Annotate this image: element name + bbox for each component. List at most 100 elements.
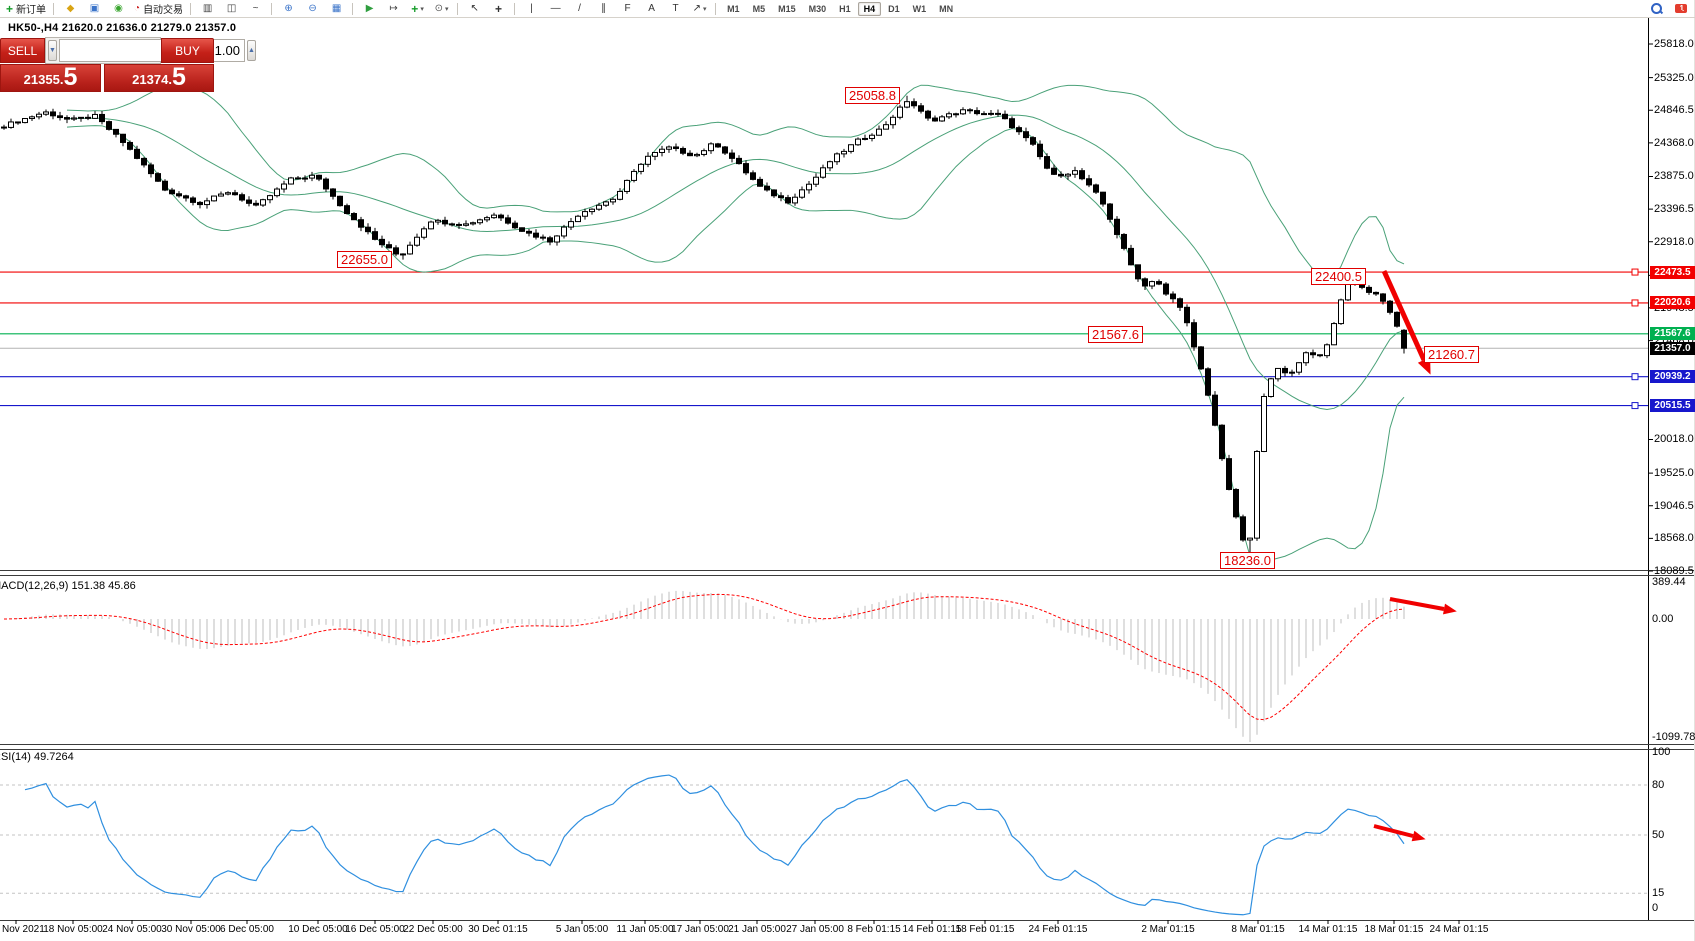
horizontal-level-lines[interactable] bbox=[0, 268, 1648, 410]
timeframe-m1[interactable]: M1 bbox=[727, 3, 740, 14]
rsi-scale-50: 50 bbox=[1652, 828, 1665, 841]
buy-price-pip: 5 bbox=[171, 63, 186, 91]
buy-price[interactable]: 21374. 5 bbox=[104, 64, 214, 92]
search-icon[interactable] bbox=[1645, 0, 1668, 17]
indicators-button[interactable]: + ▾ bbox=[406, 0, 429, 17]
x-axis-label: 5 Jan 05:00 bbox=[555, 924, 609, 935]
toolbar-separator bbox=[271, 2, 274, 15]
arrows-button[interactable]: ↗ ▾ bbox=[688, 0, 711, 17]
styler-button[interactable]: ◆ bbox=[59, 0, 82, 17]
toolbar-separator bbox=[190, 2, 193, 15]
fibonacci-button[interactable]: F bbox=[616, 0, 639, 17]
timeframe-w1[interactable]: W1 bbox=[912, 3, 927, 14]
x-axis-label: 24 Mar 01:15 bbox=[1429, 924, 1489, 935]
x-axis-label: 21 Jan 05:00 bbox=[728, 924, 786, 935]
trend-arrow-shaft bbox=[1389, 597, 1445, 611]
candlestick-chart-button[interactable]: ◫ bbox=[220, 0, 243, 17]
text-label-button[interactable]: T bbox=[664, 0, 687, 17]
line-chart-icon: ~ bbox=[252, 2, 259, 14]
bar-chart-icon: ▥ bbox=[202, 2, 213, 14]
toolbar-separator bbox=[53, 2, 56, 15]
sell-price[interactable]: 21355. 5 bbox=[0, 64, 101, 92]
sell-button[interactable]: SELL bbox=[0, 38, 45, 63]
text-button[interactable]: A bbox=[640, 0, 663, 17]
zoom-out-button[interactable]: ⊖ bbox=[301, 0, 324, 17]
line-chart-button[interactable]: ~ bbox=[244, 0, 267, 17]
timeframe-m30[interactable]: M30 bbox=[808, 3, 827, 14]
price-annotation-25058.8[interactable]: 25058.8 bbox=[845, 87, 900, 104]
cursor-button[interactable]: ↖ bbox=[463, 0, 486, 17]
toolbar-separator bbox=[514, 2, 517, 15]
x-axis-label: 30 Dec 01:15 bbox=[468, 924, 528, 935]
vertical-line-icon: | bbox=[530, 2, 533, 14]
timeframe-h1[interactable]: H1 bbox=[839, 3, 851, 14]
indicators-icon: + bbox=[411, 1, 419, 16]
price-annotation-22400.5[interactable]: 22400.5 bbox=[1311, 268, 1366, 285]
volume-decrease-button[interactable]: ▼ bbox=[48, 40, 57, 61]
x-axis-label: 30 Nov 05:00 bbox=[161, 924, 221, 935]
rsi-scale-15: 15 bbox=[1652, 887, 1665, 900]
x-axis-label: 6 Dec 05:00 bbox=[220, 924, 274, 935]
price-axis-tick: 23875.0 bbox=[1654, 170, 1694, 183]
bar-chart-button[interactable]: ▥ bbox=[196, 0, 219, 17]
tile-windows-button[interactable]: ▦ bbox=[325, 0, 348, 17]
macd-scale-zero: 0.00 bbox=[1652, 613, 1674, 625]
macd-histogram bbox=[10, 590, 1405, 742]
volume-increase-button[interactable]: ▲ bbox=[246, 40, 256, 61]
auto-scroll-button[interactable]: ▶ bbox=[358, 0, 381, 17]
new-order-button[interactable]: + 新订单 bbox=[3, 0, 49, 17]
price-axis-tick: 20018.0 bbox=[1654, 433, 1694, 446]
channel-icon: ∥ bbox=[601, 2, 607, 14]
trendline-icon: / bbox=[578, 2, 581, 14]
line-handle bbox=[1631, 402, 1639, 410]
autotrading-button[interactable]: ◔ 自动交易 bbox=[131, 0, 186, 17]
x-axis-label: 11 Jan 05:00 bbox=[616, 924, 674, 935]
bollinger-lower-band bbox=[66, 125, 1405, 563]
macd-signal-line bbox=[3, 593, 1405, 721]
chevron-down-icon: ▾ bbox=[445, 5, 449, 13]
x-axis-label: 14 Mar 01:15 bbox=[1298, 924, 1358, 935]
arrows-icon: ↗ bbox=[692, 2, 701, 14]
x-axis-label: Nov 2021 bbox=[2, 924, 45, 935]
timeframe-m15[interactable]: M15 bbox=[778, 3, 796, 14]
buy-button[interactable]: BUY bbox=[161, 38, 214, 63]
toolbar-separator bbox=[457, 2, 460, 15]
notifications-icon[interactable]: 1 bbox=[1669, 0, 1692, 17]
crosshair-button[interactable]: + bbox=[487, 0, 510, 17]
bollinger-middle-band bbox=[66, 114, 1405, 411]
line-handle bbox=[1631, 268, 1639, 276]
chart-shift-button[interactable]: ↦ bbox=[382, 0, 405, 17]
periods-button[interactable]: ⊙ ▾ bbox=[430, 0, 453, 17]
timeframe-m5[interactable]: M5 bbox=[752, 3, 766, 14]
price-axis-tick: 22918.0 bbox=[1654, 235, 1694, 248]
price-line-label-22473.5: 22473.5 bbox=[1650, 265, 1695, 279]
signals-button[interactable]: ◉ bbox=[107, 0, 130, 17]
timeframe-mn[interactable]: MN bbox=[939, 3, 954, 14]
price-line-label-20939.2: 20939.2 bbox=[1650, 370, 1695, 384]
market-watch-button[interactable]: ▣ bbox=[83, 0, 106, 17]
price-axis-tick: 24846.5 bbox=[1654, 104, 1694, 117]
zoom-in-button[interactable]: ⊕ bbox=[277, 0, 300, 17]
one-click-trading-panel: SELL ▼ ▲ BUY 21355.5 21374.5 bbox=[0, 37, 256, 92]
price-annotation-21567.6[interactable]: 21567.6 bbox=[1088, 326, 1143, 343]
new-order-button-label: 新订单 bbox=[16, 5, 47, 16]
horizontal-line-icon: — bbox=[550, 2, 561, 14]
channel-button[interactable]: ∥ bbox=[592, 0, 615, 17]
horizontal-line-button[interactable]: — bbox=[544, 0, 567, 17]
vertical-line-button[interactable]: | bbox=[520, 0, 543, 17]
trendline-button[interactable]: / bbox=[568, 0, 591, 17]
price-axis-tick: 19046.5 bbox=[1654, 499, 1694, 512]
market-watch-icon: ▣ bbox=[89, 2, 100, 14]
price-annotation-21260.7[interactable]: 21260.7 bbox=[1424, 346, 1479, 363]
x-axis-label: 2 Mar 01:15 bbox=[1141, 924, 1195, 935]
price-annotation-18236.0[interactable]: 18236.0 bbox=[1220, 552, 1275, 569]
x-axis-label: 8 Mar 01:15 bbox=[1231, 924, 1285, 935]
timeframe-d1[interactable]: D1 bbox=[888, 3, 900, 14]
volume-input[interactable] bbox=[58, 39, 245, 62]
rsi-line bbox=[24, 774, 1405, 916]
timeframe-h4[interactable]: H4 bbox=[857, 1, 882, 16]
line-handle bbox=[1631, 373, 1639, 381]
price-axis-tick: 24368.0 bbox=[1654, 136, 1694, 149]
price-annotation-22655.0[interactable]: 22655.0 bbox=[337, 251, 392, 268]
